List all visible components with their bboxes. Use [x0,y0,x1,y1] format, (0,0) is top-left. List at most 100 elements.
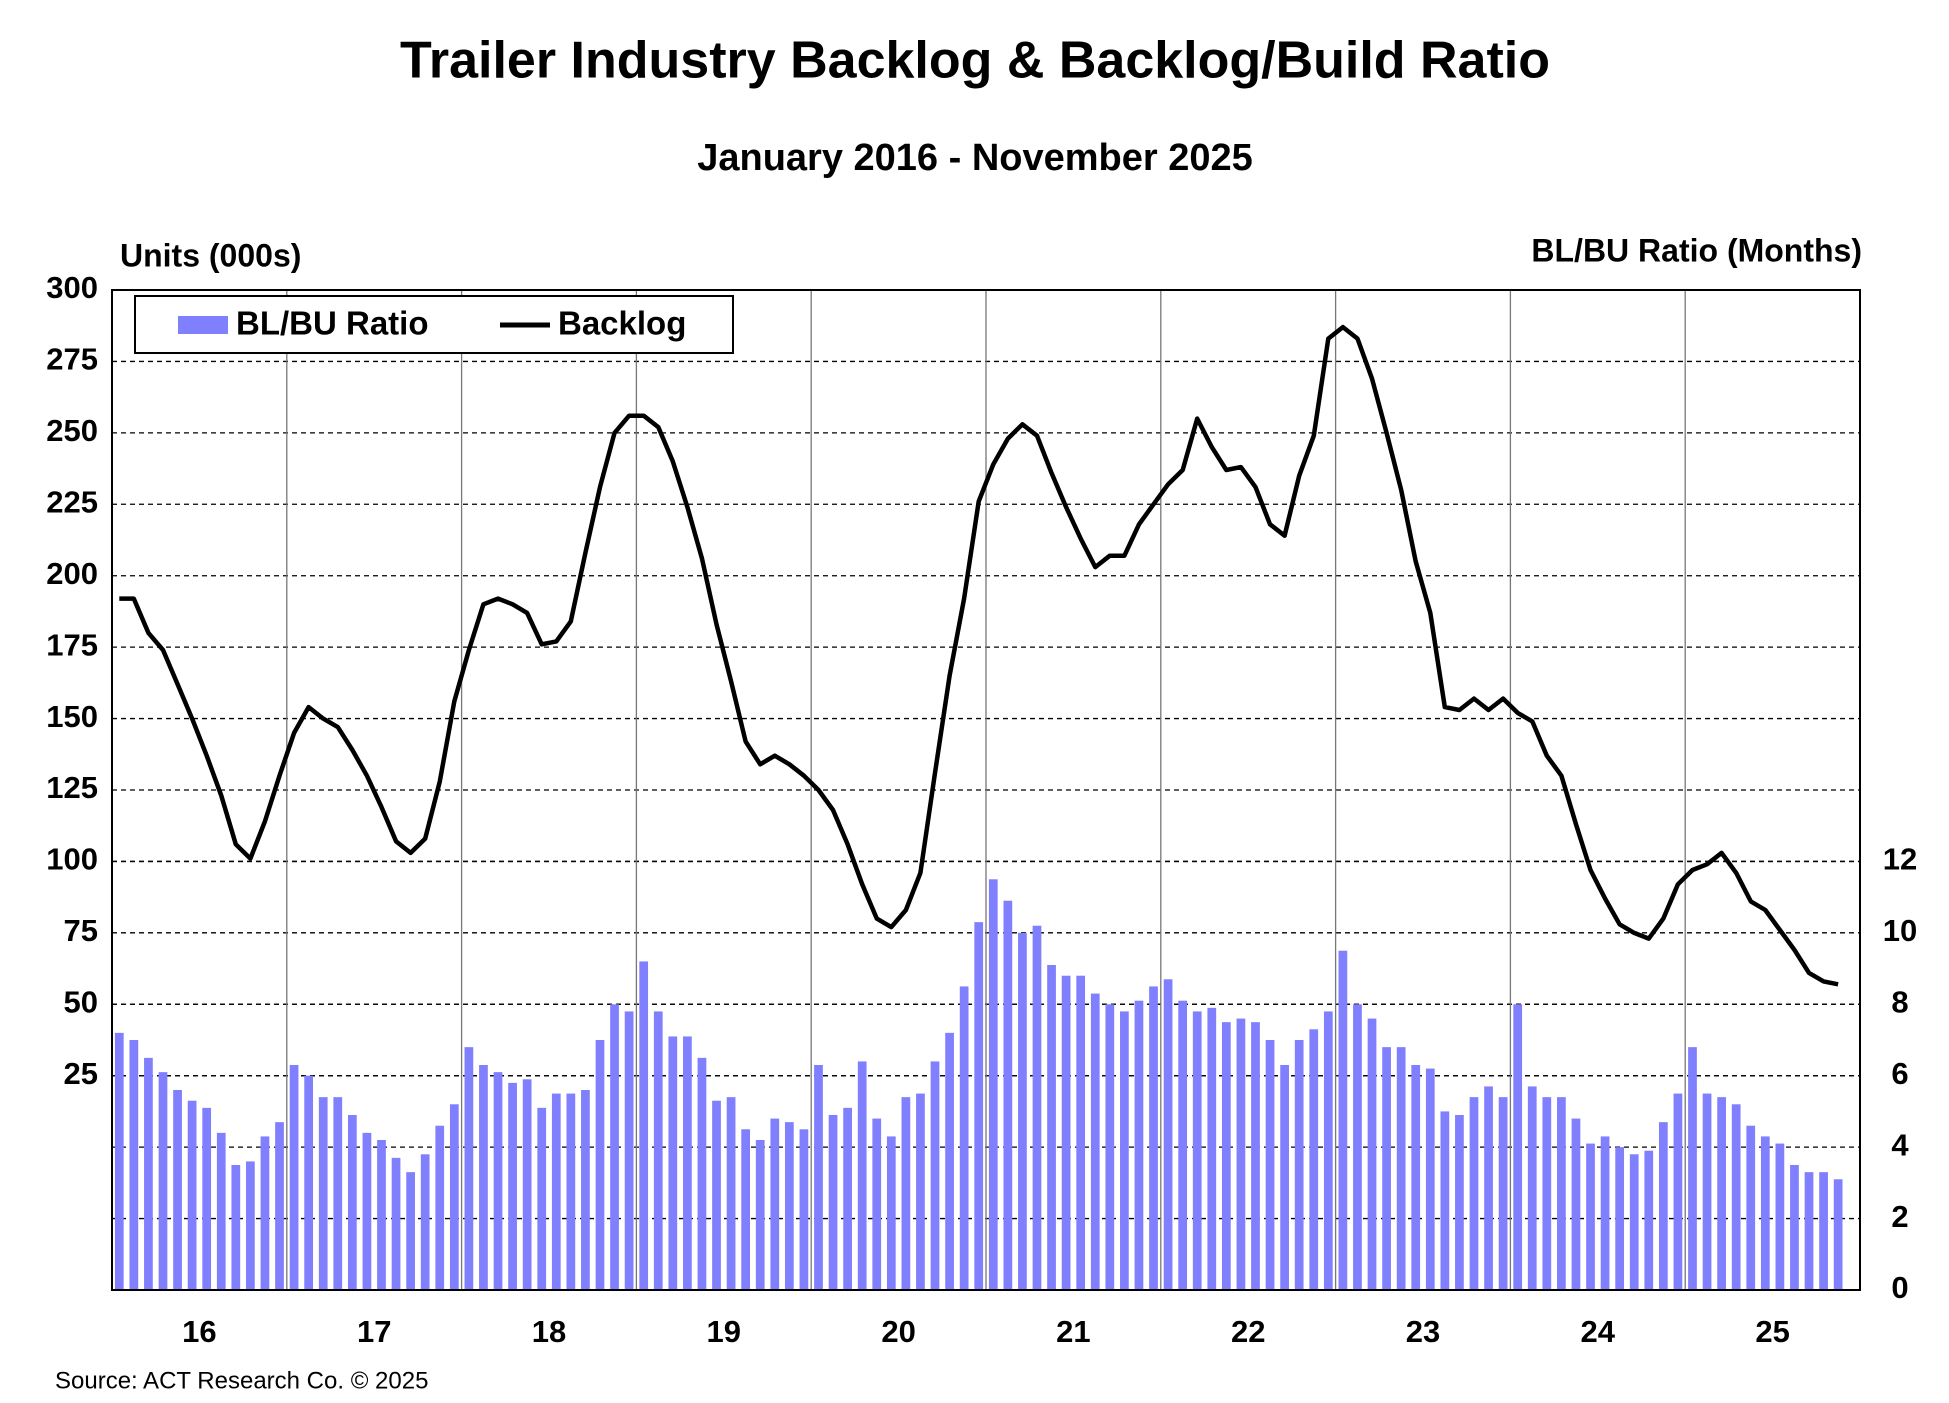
bar [1425,1068,1435,1290]
bar [886,1136,896,1290]
bar [114,1032,124,1290]
y-tick-label: 25 [64,1056,98,1091]
bar [1804,1172,1814,1290]
bar [1717,1097,1726,1290]
bar [1294,1040,1304,1290]
bar [1090,993,1100,1290]
bar [1382,1047,1391,1290]
y-tick-label: 75 [64,913,98,948]
y-tick-label: 125 [46,770,98,805]
y-tick-label: 275 [46,342,98,377]
bar [712,1100,721,1290]
bar [1251,1022,1260,1290]
bar [1163,979,1173,1290]
bar [202,1107,212,1290]
bar [1658,1122,1668,1290]
bar [1615,1147,1625,1290]
bar [537,1107,547,1290]
bar [930,1061,940,1290]
bar [479,1065,488,1290]
bar [347,1115,357,1290]
bar [1673,1093,1683,1290]
bar [1629,1154,1639,1290]
bar [1833,1179,1843,1290]
bar [1178,1000,1188,1290]
bar [1731,1104,1741,1290]
bar [464,1047,474,1290]
bar [1149,986,1158,1290]
y2-tick-label: 12 [1883,842,1917,877]
x-tick-label: 19 [707,1314,741,1349]
bar [901,1097,911,1290]
bar [624,1011,634,1290]
bar [1644,1150,1654,1290]
line [119,324,1839,987]
bar [187,1100,197,1290]
bar [289,1065,299,1290]
bar [1819,1172,1828,1290]
bar [1018,932,1027,1290]
bar [551,1093,561,1290]
legend-label: BL/BU Ratio [236,305,429,342]
bar [770,1118,780,1290]
bar [1411,1065,1421,1290]
y-tick-label: 50 [64,984,98,1019]
bar [974,922,984,1290]
bar [1498,1097,1508,1290]
bar [741,1129,751,1290]
bar [1760,1136,1770,1290]
x-tick-label: 22 [1231,1314,1265,1349]
bar [493,1072,503,1290]
legend-box [134,295,734,354]
bar [1134,1000,1144,1290]
bar [872,1118,882,1290]
bar [1236,1018,1246,1290]
bar [653,1011,663,1290]
x-tick-label: 18 [532,1314,566,1349]
bar [449,1104,459,1290]
bar [988,879,998,1290]
bar [1338,950,1348,1290]
bar [1221,1022,1231,1290]
y-tick-label: 100 [46,842,98,877]
plot-frame [111,289,1861,1291]
bar [1571,1118,1581,1290]
bar [173,1090,182,1290]
bar [1542,1097,1552,1290]
y-tick-label: 175 [46,627,98,662]
bar [683,1036,692,1290]
bar [1455,1115,1464,1290]
bar [362,1132,372,1290]
bar [129,1040,139,1290]
bar [522,1079,532,1290]
y2-tick-label: 4 [1891,1127,1909,1162]
bar [1192,1011,1202,1290]
bar [144,1057,153,1290]
y-tick-label: 150 [46,699,98,734]
bar [1265,1040,1275,1290]
bar [828,1115,838,1290]
bar [1396,1047,1406,1290]
y2-tick-label: 8 [1891,984,1908,1019]
x-tick-label: 25 [1755,1314,1789,1349]
bar [1120,1011,1129,1290]
bar [435,1125,445,1290]
y2-tick-label: 2 [1891,1199,1908,1234]
bar [1353,1004,1362,1290]
legend-label: Backlog [558,305,686,342]
bar [216,1132,226,1290]
bar [1702,1093,1712,1290]
bar [595,1040,605,1290]
bar [1527,1086,1537,1290]
bar [1600,1136,1610,1290]
bar [1061,975,1071,1290]
y-tick-label: 225 [46,484,98,519]
bar [1790,1165,1799,1290]
y-axis-title: Units (000s) [120,237,301,273]
bar [406,1172,415,1290]
bar [1746,1125,1756,1290]
x-tick-label: 20 [881,1314,915,1349]
bar [1513,1004,1523,1290]
bar [1775,1143,1785,1290]
chart-subtitle: January 2016 - November 2025 [697,137,1253,179]
